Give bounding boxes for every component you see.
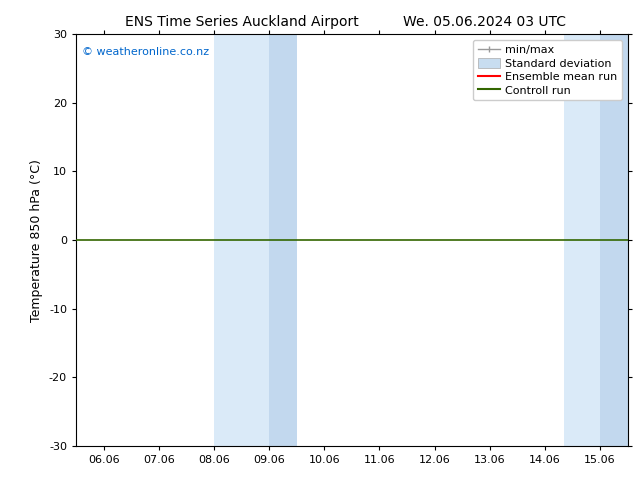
Y-axis label: Temperature 850 hPa (°C): Temperature 850 hPa (°C): [30, 159, 43, 321]
Bar: [564, 34, 600, 446]
Bar: [214, 34, 269, 446]
Text: © weatheronline.co.nz: © weatheronline.co.nz: [82, 47, 209, 57]
Legend: min/max, Standard deviation, Ensemble mean run, Controll run: min/max, Standard deviation, Ensemble me…: [473, 40, 622, 100]
Text: We. 05.06.2024 03 UTC: We. 05.06.2024 03 UTC: [403, 15, 566, 29]
Bar: [269, 34, 297, 446]
Bar: [600, 34, 628, 446]
Text: ENS Time Series Auckland Airport: ENS Time Series Auckland Airport: [125, 15, 358, 29]
